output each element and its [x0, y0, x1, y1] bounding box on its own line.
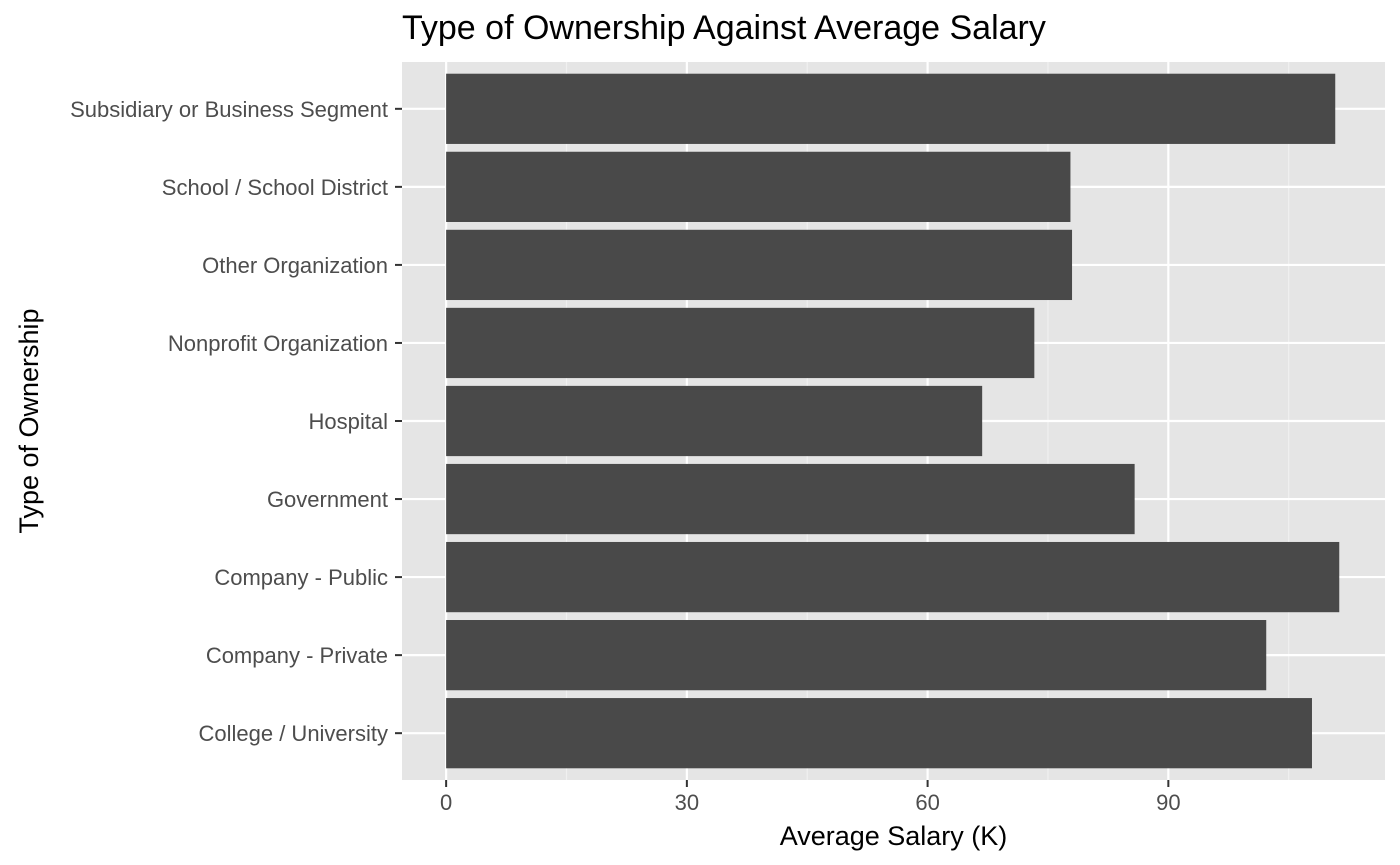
y-tick-label: Hospital	[309, 409, 388, 434]
x-tick-label: 60	[915, 790, 939, 815]
chart-title: Type of Ownership Against Average Salary	[402, 9, 1046, 47]
x-tick-label: 90	[1156, 790, 1180, 815]
y-tick-label: School / School District	[162, 175, 388, 200]
y-axis-title: Type of Ownership	[14, 308, 44, 533]
bar-subsidiary-or-business-segment	[446, 73, 1336, 144]
bars-group	[446, 73, 1340, 769]
bar-other-organization	[446, 229, 1073, 301]
bar-school-school-district	[446, 151, 1071, 222]
y-tick-label: Subsidiary or Business Segment	[70, 97, 388, 122]
bar-hospital	[446, 385, 983, 457]
y-tick-label: Company - Public	[214, 565, 388, 590]
bar-company-public	[446, 541, 1340, 613]
bar-nonprofit-organization	[446, 307, 1035, 379]
y-tick-label: College / University	[198, 721, 388, 746]
y-tick-label: Company - Private	[206, 643, 388, 668]
bar-company-private	[446, 620, 1267, 691]
x-axis-title: Average Salary (K)	[780, 821, 1008, 851]
x-tick-label: 30	[675, 790, 699, 815]
y-tick-label: Government	[267, 487, 388, 512]
bar-college-university	[446, 698, 1312, 769]
x-tick-label: 0	[440, 790, 452, 815]
y-axis: College / University Company - Private Com…	[70, 97, 402, 746]
x-axis: 0 30 60 90	[440, 780, 1181, 815]
y-tick-label: Other Organization	[202, 253, 388, 278]
y-tick-label: Nonprofit Organization	[168, 331, 388, 356]
bar-government	[446, 463, 1135, 535]
